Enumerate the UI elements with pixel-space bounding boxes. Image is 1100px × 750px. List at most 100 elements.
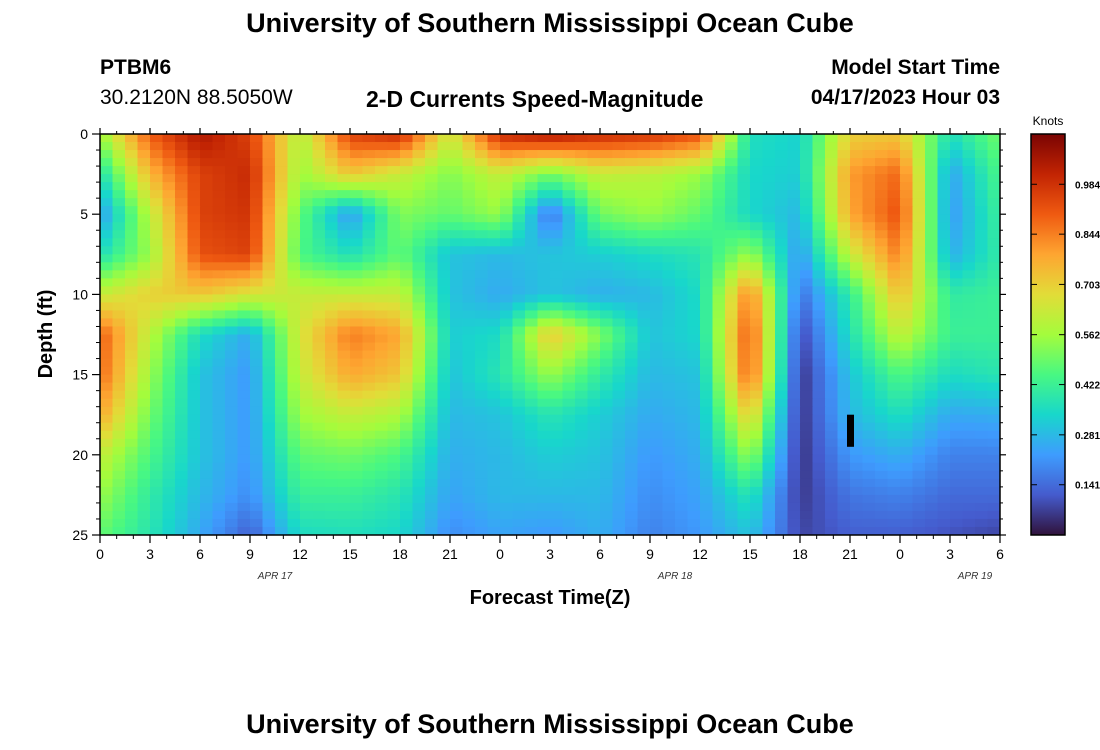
heatmap-cell xyxy=(400,222,414,231)
heatmap-cell xyxy=(787,510,801,520)
heatmap-cell xyxy=(625,174,639,183)
heatmap-cell xyxy=(450,174,464,183)
heatmap-cell xyxy=(100,182,114,191)
heatmap-cell xyxy=(375,230,389,239)
heatmap-cell xyxy=(250,422,264,432)
heatmap-cell xyxy=(737,374,751,384)
colorbar-tick-label: 0.984 xyxy=(1075,180,1100,191)
heatmap-cell xyxy=(700,302,714,312)
heatmap-cell xyxy=(812,438,826,448)
heatmap-cell xyxy=(400,486,414,496)
heatmap-cell xyxy=(800,142,814,151)
heatmap-cell xyxy=(287,438,301,448)
heatmap-cell xyxy=(125,366,139,376)
heatmap-cell xyxy=(237,190,251,199)
heatmap-cell xyxy=(400,166,414,175)
x-tick-label: 12 xyxy=(692,546,708,562)
heatmap-cell xyxy=(275,334,289,344)
heatmap-cell xyxy=(487,334,501,344)
heatmap-cell xyxy=(375,270,389,279)
heatmap-cell xyxy=(700,406,714,416)
heatmap-cell xyxy=(862,278,876,287)
heatmap-cell xyxy=(325,374,339,384)
heatmap-cell xyxy=(375,502,389,512)
heatmap-cell xyxy=(162,262,176,271)
heatmap-cell xyxy=(475,406,489,416)
heatmap-cell xyxy=(200,334,214,344)
heatmap-cell xyxy=(562,238,576,247)
heatmap-cell xyxy=(200,270,214,279)
heatmap-cell xyxy=(500,358,514,368)
heatmap-cell xyxy=(262,374,276,384)
heatmap-cell xyxy=(662,198,676,207)
heatmap-cell xyxy=(550,302,564,312)
heatmap-cell xyxy=(400,430,414,440)
heatmap-cell xyxy=(900,134,914,143)
heatmap-cell xyxy=(175,438,189,448)
heatmap-cell xyxy=(525,478,539,488)
heatmap-cell xyxy=(300,246,314,255)
heatmap-cell xyxy=(587,414,601,424)
heatmap-cell xyxy=(400,350,414,360)
heatmap-cell xyxy=(912,350,926,360)
x-tick-label: 3 xyxy=(546,546,554,562)
heatmap-cell xyxy=(725,190,739,199)
heatmap-cell xyxy=(312,510,326,520)
heatmap-cell xyxy=(100,374,114,384)
heatmap-cell xyxy=(150,206,164,215)
heatmap-cell xyxy=(412,470,426,480)
heatmap-cell xyxy=(712,246,726,255)
heatmap-cell xyxy=(562,494,576,504)
heatmap-cell xyxy=(400,454,414,464)
heatmap-cell xyxy=(437,174,451,183)
heatmap-cell xyxy=(825,158,839,167)
heatmap-cell xyxy=(262,350,276,360)
heatmap-cell xyxy=(425,470,439,480)
heatmap-cell xyxy=(600,502,614,512)
heatmap-cell xyxy=(462,422,476,432)
heatmap-cell xyxy=(475,446,489,456)
heatmap-cell xyxy=(325,142,339,151)
heatmap-cell xyxy=(987,454,1000,464)
heatmap-cell xyxy=(487,382,501,392)
heatmap-cell xyxy=(950,286,964,295)
heatmap-cell xyxy=(375,222,389,231)
heatmap-cell xyxy=(900,342,914,352)
heatmap-cell xyxy=(775,366,789,376)
heatmap-cell xyxy=(812,286,826,295)
heatmap-cell xyxy=(862,350,876,360)
heatmap-cell xyxy=(237,174,251,183)
heatmap-cell xyxy=(837,334,851,344)
heatmap-cell xyxy=(662,390,676,400)
heatmap-cell xyxy=(775,414,789,424)
heatmap-cell xyxy=(362,510,376,520)
heatmap-cell xyxy=(575,446,589,456)
heatmap-cell xyxy=(587,510,601,520)
heatmap-cell xyxy=(175,382,189,392)
heatmap-cell xyxy=(212,294,226,304)
heatmap-cell xyxy=(250,350,264,360)
heatmap-cell xyxy=(737,398,751,408)
heatmap-cell xyxy=(475,382,489,392)
heatmap-cell xyxy=(137,382,151,392)
heatmap-cell xyxy=(750,486,764,496)
heatmap-cell xyxy=(225,286,239,295)
heatmap-cell xyxy=(600,398,614,408)
heatmap-cell xyxy=(775,438,789,448)
heatmap-cell xyxy=(637,286,651,295)
heatmap-cell xyxy=(875,398,889,408)
heatmap-cell xyxy=(275,430,289,440)
heatmap-cell xyxy=(600,262,614,271)
heatmap-cell xyxy=(450,446,464,456)
heatmap-cell xyxy=(625,318,639,328)
heatmap-cell xyxy=(887,214,901,223)
heatmap-cell xyxy=(337,342,351,352)
heatmap-cell xyxy=(587,366,601,376)
heatmap-cell xyxy=(375,310,389,320)
heatmap-cell xyxy=(237,430,251,440)
heatmap-cell xyxy=(775,230,789,239)
heatmap-cell xyxy=(500,214,514,223)
heatmap-cell xyxy=(612,478,626,488)
heatmap-cell xyxy=(737,414,751,424)
